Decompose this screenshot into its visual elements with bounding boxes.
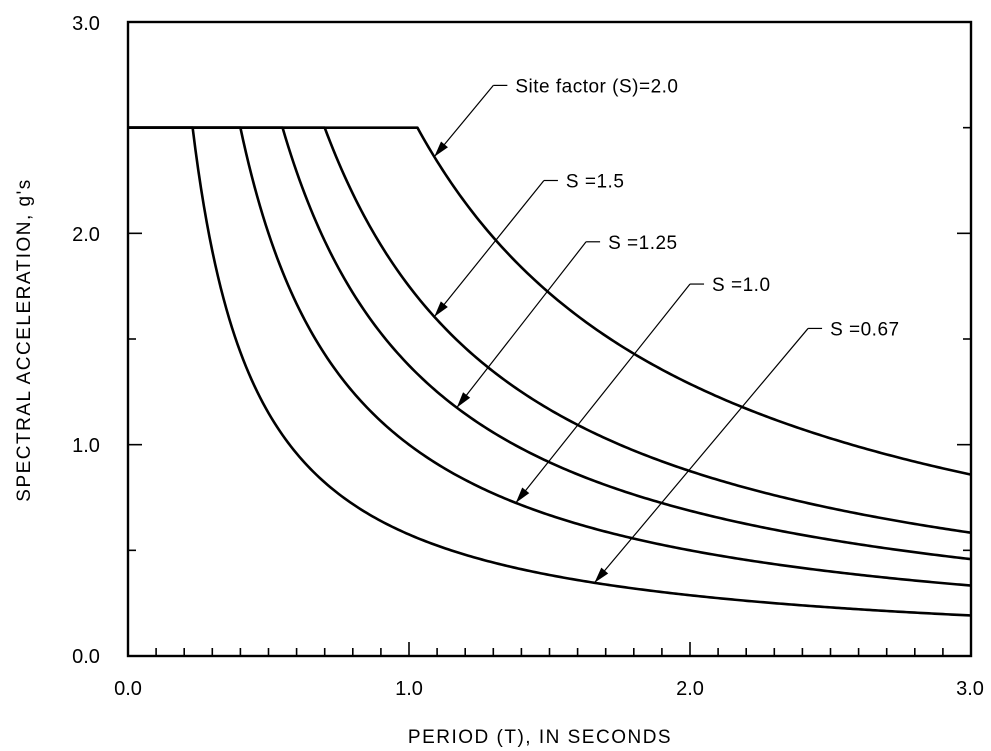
series-label-3: S =1.0 [712, 275, 770, 296]
x-tick-label-3: 3.0 [956, 678, 984, 700]
series-curve-0 [128, 126, 972, 476]
leader-line-1 [433, 180, 545, 318]
arrowhead-1 [434, 301, 448, 317]
series-label-4: S =0.67 [830, 319, 900, 340]
y-tick-label-0: 0.0 [72, 646, 100, 668]
leader-line-4 [594, 328, 809, 584]
series-curve-4 [128, 126, 972, 617]
y-tick-label-1: 1.0 [72, 435, 100, 457]
series-curve-3 [128, 126, 972, 587]
series-label-1: S =1.5 [566, 172, 624, 193]
arrowhead-2 [456, 392, 471, 408]
y-axis-title: SPECTRAL ACCELERATION, g's [14, 178, 35, 501]
x-axis-title: PERIOD (T), IN SECONDS [408, 727, 672, 748]
x-tick-label-0: 0.0 [114, 678, 142, 700]
series-curves [128, 126, 972, 617]
y-tick-label-2: 2.0 [72, 224, 100, 246]
series-labels: Site factor (S)=2.0 S =1.5 S =1.25 S =1.0 S … [433, 76, 900, 584]
axis-ticks [127, 21, 972, 657]
leader-line-2 [456, 241, 587, 409]
y-tick-label-3: 3.0 [72, 13, 100, 35]
arrowhead-3 [515, 487, 530, 503]
x-tick-label-2: 2.0 [676, 678, 704, 700]
series-curve-2 [128, 126, 972, 561]
series-label-2: S =1.25 [608, 233, 678, 254]
arrowhead-4 [594, 567, 609, 583]
series-curve-1 [128, 126, 972, 535]
x-tick-label-1: 1.0 [395, 678, 423, 700]
arrowhead-0 [434, 141, 448, 157]
leader-line-3 [515, 283, 691, 504]
series-label-0: Site factor (S)=2.0 [515, 76, 678, 97]
